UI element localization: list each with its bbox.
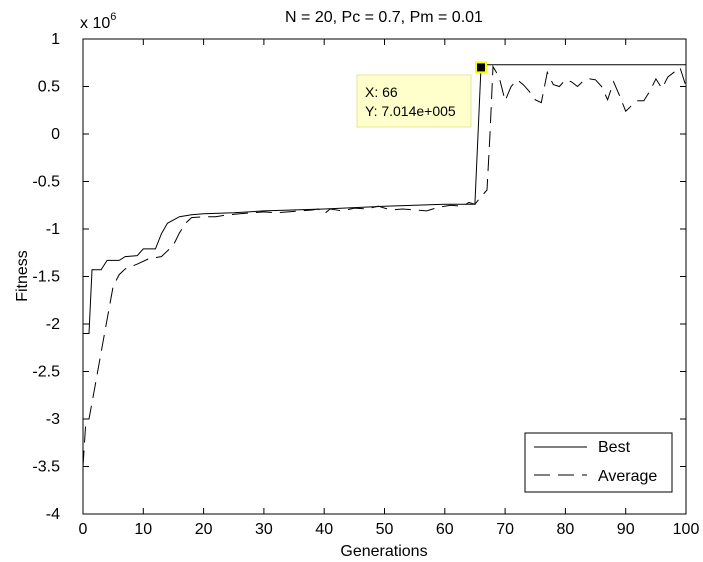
y-tick-label: -0.5	[32, 174, 60, 191]
datatip-y-text: Y: 7.014e+005	[365, 103, 456, 119]
y-exponent-base: x 10	[80, 15, 110, 32]
y-tick-label: -2.5	[32, 364, 60, 381]
legend-best-label: Best	[598, 439, 631, 456]
x-tick-label: 30	[255, 521, 273, 538]
datatip-marker[interactable]	[475, 61, 487, 74]
y-tick-label: -3.5	[32, 459, 60, 476]
y-exponent-label: x 106	[80, 11, 116, 32]
y-tick-label: -1	[46, 221, 60, 238]
y-tick-label: -1.5	[32, 269, 60, 286]
y-tick-label: 1	[51, 31, 60, 48]
datatip-box	[356, 74, 472, 128]
y-tick-label: -4	[46, 506, 60, 523]
x-tick-label: 10	[134, 521, 152, 538]
y-exponent-power: 6	[110, 11, 116, 23]
legend-average-label: Average	[598, 468, 657, 485]
datatip-x-text: X: 66	[365, 84, 398, 100]
legend-box	[524, 432, 673, 493]
y-axis-label: Fitness	[14, 250, 31, 302]
x-tick-label: 40	[315, 521, 333, 538]
y-axis: -4 -3.5 -3 -2.5 -2 -1.5 -1 -0.5 0 0.5 1	[32, 31, 686, 523]
svg-text:x 106: x 106	[80, 11, 116, 32]
series-line-average	[82, 64, 687, 467]
x-tick-label: 60	[436, 521, 454, 538]
x-tick-label: 70	[496, 521, 514, 538]
y-tick-label: 0	[51, 126, 60, 143]
chart-title: N = 20, Pc = 0.7, Pm = 0.01	[285, 9, 483, 26]
x-axis: 0 10 20 30 40 50 60 70 80 90 100	[79, 39, 700, 538]
x-axis-label: Generations	[340, 543, 427, 560]
x-tick-label: 90	[617, 521, 635, 538]
x-tick-label: 100	[673, 521, 700, 538]
legend: Best Average	[524, 432, 673, 493]
x-tick-label: 20	[195, 521, 213, 538]
y-tick-label: -2	[46, 316, 60, 333]
y-tick-label: -3	[46, 411, 60, 428]
x-tick-label: 50	[376, 521, 394, 538]
y-tick-label: 0.5	[38, 79, 60, 96]
x-tick-label: 80	[557, 521, 575, 538]
x-tick-label: 0	[79, 521, 88, 538]
datatip[interactable]: X: 66 Y: 7.014e+005	[356, 61, 487, 128]
